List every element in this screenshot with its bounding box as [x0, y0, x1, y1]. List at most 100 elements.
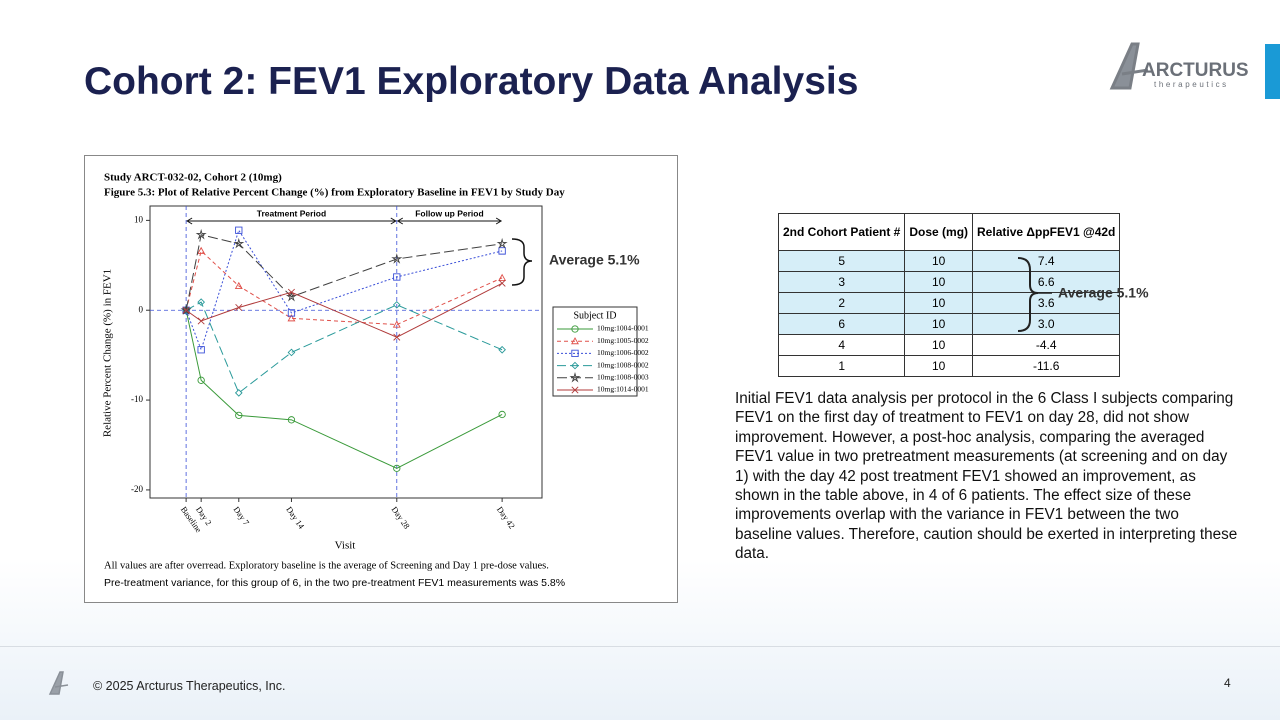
marker — [498, 410, 506, 419]
marker — [197, 246, 206, 254]
legend-label: 10mg:1005-0002 — [597, 336, 649, 345]
table-row: 3 10 6.6 — [777, 271, 1121, 293]
marker — [235, 226, 243, 234]
table-cell: 7.4 — [972, 250, 1121, 272]
series-line — [185, 249, 503, 326]
legend-marker — [571, 349, 579, 358]
logo: ARCTURUS therapeutics — [1109, 42, 1249, 90]
logo-mark — [1109, 42, 1149, 90]
marker — [235, 304, 243, 312]
legend-marker — [569, 371, 581, 383]
chart: Study ARCT-032-02, Cohort 2 (10mg) Figur… — [84, 155, 678, 603]
table-cell: 3 — [777, 271, 906, 293]
marker — [496, 237, 508, 249]
marker — [498, 247, 506, 255]
legend-label: 10mg:1014-0001 — [597, 385, 649, 394]
footer-divider — [0, 646, 1280, 647]
table-cell: -11.6 — [972, 355, 1121, 377]
table-cell: 10 — [904, 313, 974, 335]
table-cell: 2 — [777, 292, 906, 314]
table-cell: 10 — [904, 271, 974, 293]
series-line — [185, 234, 503, 311]
table-annotation: Average 5.1% — [1017, 257, 1149, 332]
footer-logo — [48, 671, 69, 695]
logo-subtext: therapeutics — [1154, 80, 1229, 89]
table-row: 2 10 3.6 — [777, 292, 1121, 314]
legend-title: Subject ID — [573, 310, 616, 321]
copyright: © 2025 Arcturus Therapeutics, Inc. — [93, 679, 286, 693]
marker — [195, 228, 207, 240]
table-header-cell: Dose (mg) — [904, 213, 974, 251]
y-tick-label: -20 — [131, 484, 143, 494]
marker — [197, 317, 205, 325]
table-cell: 10 — [904, 292, 974, 314]
logo-bar — [1265, 44, 1280, 99]
marker — [287, 416, 296, 424]
series-line — [185, 282, 503, 338]
table-cell: 6 — [777, 313, 906, 335]
marker — [287, 348, 296, 357]
marker — [498, 279, 506, 287]
y-tick-label: 0 — [139, 304, 144, 314]
marker — [287, 309, 296, 317]
table-header-cell: Relative ΔppFEV1 @42d — [972, 213, 1121, 251]
table-cell: 10 — [904, 250, 974, 272]
y-tick-label: 10 — [134, 214, 144, 224]
period-label: Treatment Period — [257, 208, 326, 218]
legend-label: 10mg:1008-0002 — [597, 360, 649, 369]
marker — [393, 273, 401, 281]
marker — [287, 288, 295, 296]
bracket — [511, 238, 533, 286]
marker — [182, 306, 190, 314]
chart-title: Study ARCT-032-02, Cohort 2 (10mg) — [104, 172, 282, 184]
annotation-text: Average 5.1% — [1058, 285, 1149, 301]
marker — [197, 346, 205, 354]
table: 2nd Cohort Patient # Dose (mg) Relative Δp… — [777, 213, 1121, 377]
marker — [391, 253, 403, 264]
series-line — [185, 229, 503, 352]
x-axis-label: Visit — [335, 540, 356, 552]
marker — [234, 281, 243, 289]
legend-marker — [571, 361, 579, 370]
arrow-head — [186, 217, 397, 225]
marker — [180, 304, 192, 315]
marker — [392, 300, 401, 309]
period-label: Follow up Period — [415, 208, 483, 218]
marker — [197, 298, 205, 306]
table-cell: 4 — [777, 334, 906, 356]
page-number: 4 — [1224, 676, 1231, 690]
legend-box — [552, 306, 638, 397]
marker — [233, 237, 245, 249]
table-header-cell: 2nd Cohort Patient # — [777, 213, 906, 251]
table-cell: 5 — [777, 250, 906, 272]
series-line — [185, 301, 503, 394]
marker — [498, 273, 507, 281]
table-cell: 3.0 — [972, 313, 1121, 335]
logo-text: ARCTURUS — [1142, 60, 1249, 81]
chart-footnote: All values are after overread. Explorato… — [104, 560, 549, 571]
marker — [393, 333, 401, 341]
marker — [498, 345, 506, 354]
marker — [197, 376, 205, 384]
marker — [393, 464, 401, 473]
marker — [287, 314, 296, 322]
arrow-head — [396, 217, 503, 225]
table-header-row: 2nd Cohort Patient # Dose (mg) Relative Δp… — [777, 213, 1121, 251]
table-cell: 1 — [777, 355, 906, 377]
slide-title: Cohort 2: FEV1 Exploratory Data Analysis — [84, 60, 859, 103]
table-row: 6 10 3.0 — [777, 313, 1121, 335]
legend-marker — [571, 325, 579, 333]
legend-label: 10mg:1008-0003 — [597, 373, 649, 382]
marker — [392, 320, 401, 328]
chart-footnote: Pre-treatment variance, for this group o… — [104, 577, 565, 589]
legend-label: 10mg:1006-0002 — [597, 348, 649, 357]
marker — [234, 389, 243, 397]
legend-marker — [571, 337, 579, 345]
series-line — [185, 310, 503, 469]
y-axis-label: Relative Percent Change (%) in FEV1 — [102, 269, 114, 437]
bracket — [1017, 257, 1039, 332]
annotation-text: Average 5.1% — [549, 252, 640, 268]
table-row: 1 10 -11.6 — [777, 355, 1121, 377]
chart-subtitle: Figure 5.3: Plot of Relative Percent Cha… — [104, 187, 565, 199]
